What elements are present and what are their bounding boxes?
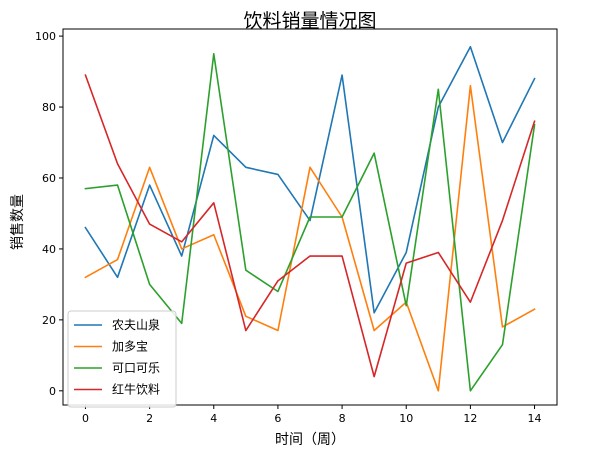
legend-label: 加多宝 [112,340,148,354]
series-line-2 [84,53,536,392]
legend-label: 红牛饮料 [112,382,160,397]
y-tick-label: 80 [42,101,56,114]
y-axis-label: 销售数量 [10,194,26,250]
x-tick-label: 14 [528,412,542,425]
x-tick-label: 8 [339,412,346,425]
x-tick-label: 0 [82,412,89,425]
y-axis-ticks: 0 20 40 60 80 100 [35,30,63,398]
plot-frame [62,28,558,406]
series-lines [84,45,536,392]
legend-frame [67,310,177,408]
series-line-0 [84,45,536,314]
y-tick-label: 40 [42,243,56,256]
x-tick-label: 4 [210,412,217,425]
x-tick-label: 6 [274,412,281,425]
chart-title: 饮料销量情况图 [243,10,376,32]
series-line-3 [84,74,536,378]
x-tick-label: 2 [146,412,153,425]
legend-label: 可口可乐 [112,361,160,375]
y-tick-label: 100 [35,30,56,43]
x-tick-label: 10 [399,412,413,425]
series-line-1 [84,84,536,392]
y-tick-label: 60 [42,172,56,185]
plot-area [62,28,558,406]
x-axis-label: 时间（周） [275,432,345,448]
x-tick-label: 12 [463,412,477,425]
x-axis-ticks: 0 2 4 6 8 10 12 14 [82,405,542,425]
y-tick-label: 20 [42,314,56,327]
legend-label: 农夫山泉 [112,318,160,332]
y-tick-label: 0 [49,385,56,398]
